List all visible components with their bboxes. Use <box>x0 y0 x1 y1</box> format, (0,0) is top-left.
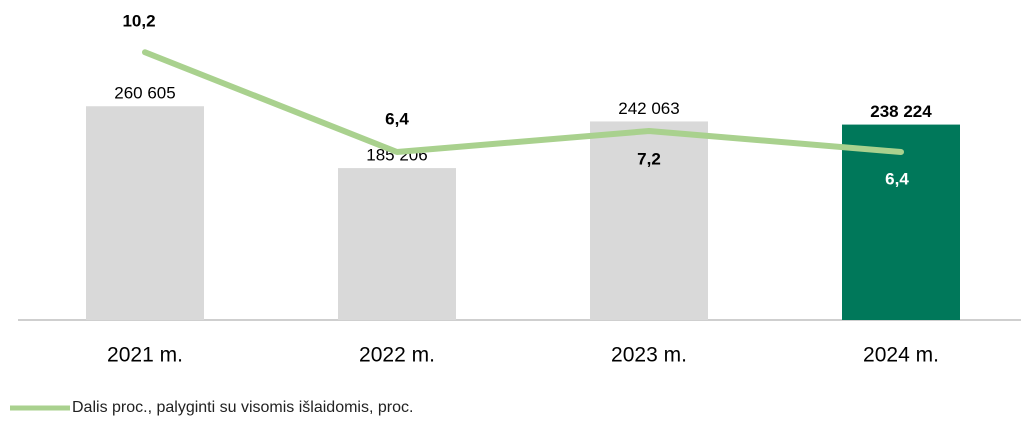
line-value-label: 7,2 <box>637 149 661 168</box>
bar <box>86 106 204 320</box>
line-value-label: 6,4 <box>385 109 409 128</box>
x-tick-label: 2021 m. <box>107 344 183 367</box>
x-tick-label: 2024 m. <box>863 344 939 367</box>
bar <box>590 121 708 320</box>
line-value-label: 10,2 <box>122 12 155 31</box>
bar-value-label: 242 063 <box>618 99 679 118</box>
x-tick-label: 2023 m. <box>611 344 687 367</box>
x-tick-label: 2022 m. <box>359 344 435 367</box>
line <box>142 49 904 155</box>
bar <box>338 168 456 320</box>
line-value-label: 6,4 <box>885 169 909 188</box>
legend-label: Dalis proc., palyginti su visomis išlaid… <box>72 399 413 416</box>
bar <box>842 124 960 320</box>
bar-value-label: 238 224 <box>870 102 932 121</box>
bar-value-label: 260 605 <box>114 84 175 103</box>
